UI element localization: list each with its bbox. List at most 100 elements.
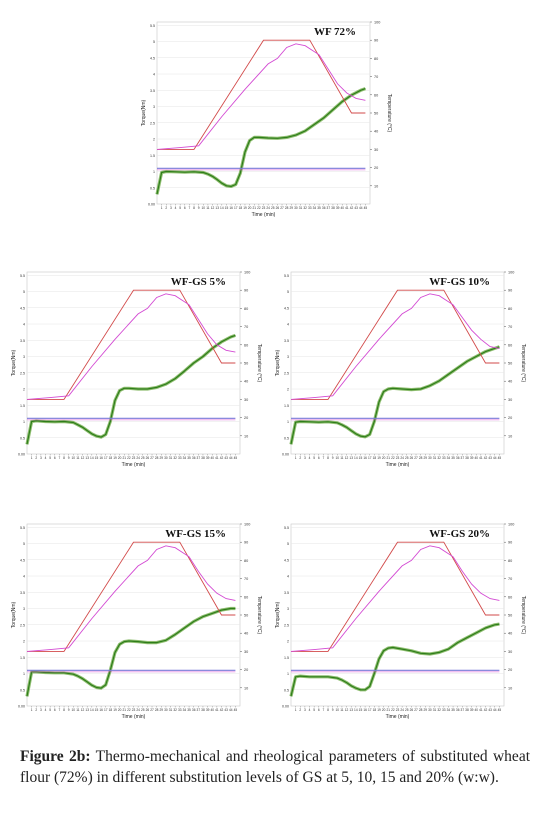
plot-area [290, 271, 505, 455]
plot-area [26, 271, 241, 455]
y-tick-label: 5.5 [20, 274, 25, 278]
x-tick-label: 38 [465, 708, 469, 712]
x-tick-label: 14 [354, 708, 358, 712]
x-tick-label: 37 [461, 456, 465, 460]
x-tick-label: 18 [109, 456, 113, 460]
y-tick-label: 3 [153, 105, 155, 109]
x-tick-label: 31 [169, 708, 173, 712]
x-tick-label: 24 [400, 456, 404, 460]
x-tick-label: 11 [340, 456, 344, 460]
x-tick-label: 42 [484, 708, 488, 712]
x-tick-label: 6 [54, 708, 56, 712]
y2-tick-label: 10 [508, 434, 512, 438]
y2-tick-label: 70 [508, 325, 512, 329]
x-tick-label: 36 [192, 456, 196, 460]
y-tick-label: 2.5 [20, 623, 25, 627]
x-tick-label: 28 [155, 456, 159, 460]
y-tick-label: 1 [287, 420, 289, 424]
x-tick-label: 16 [363, 456, 367, 460]
x-tick-label: 31 [169, 456, 173, 460]
x-tick-label: 7 [59, 456, 61, 460]
x-tick-label: 26 [276, 206, 280, 210]
x-tick-label: 4 [175, 206, 177, 210]
temperature-dough-line [26, 293, 236, 400]
y-tick-label: 0.00 [282, 705, 289, 709]
x-tick-label: 21 [386, 456, 390, 460]
x-tick-label: 34 [183, 708, 187, 712]
y-tick-label: 0.00 [282, 453, 289, 457]
temperature-dough-line [156, 43, 366, 150]
x-tick-label: 15 [225, 206, 229, 210]
x-tick-label: 35 [317, 206, 321, 210]
y2-tick-label: 10 [508, 686, 512, 690]
y2-tick-label: 60 [244, 343, 248, 347]
y-tick-label: 4 [23, 323, 25, 327]
y-tick-label: 1 [23, 420, 25, 424]
x-tick-label: 26 [146, 456, 150, 460]
x-tick-label: 45 [234, 456, 238, 460]
y2-tick-label: 60 [374, 93, 378, 97]
x-tick-label: 4 [309, 708, 311, 712]
x-tick-label: 32 [173, 456, 177, 460]
x-tick-label: 6 [318, 456, 320, 460]
x-tick-label: 39 [470, 456, 474, 460]
x-tick-label: 35 [451, 708, 455, 712]
y-tick-label: 3.5 [150, 89, 155, 93]
x-tick-label: 10 [72, 708, 76, 712]
x-tick-label: 45 [498, 708, 502, 712]
y2-tick-label: 50 [374, 112, 378, 116]
x-tick-label: 23 [132, 708, 136, 712]
y-tick-label: 1.5 [20, 404, 25, 408]
y-tick-label: 4.5 [284, 558, 289, 562]
x-tick-label: 16 [99, 456, 103, 460]
y2-tick-label: 60 [508, 595, 512, 599]
x-tick-label: 2 [299, 456, 301, 460]
x-tick-label: 7 [323, 456, 325, 460]
y2-tick-label: 90 [374, 39, 378, 43]
x-tick-label: 42 [220, 708, 224, 712]
x-tick-label: 8 [63, 708, 65, 712]
torque-line [26, 334, 236, 445]
y-tick-label: 5 [287, 542, 289, 546]
y-tick-label: 1 [153, 170, 155, 174]
y2-tick-label: 90 [508, 289, 512, 293]
y-tick-label: 3.5 [284, 339, 289, 343]
x-tick-label: 9 [332, 456, 334, 460]
y2-tick-label: 70 [244, 577, 248, 581]
temperature-setpoint-line [291, 541, 500, 652]
caption-text: Thermo-mechanical and rheological parame… [20, 748, 531, 786]
y2-tick-label: 40 [508, 632, 512, 636]
y-tick-label: 0.5 [284, 688, 289, 692]
x-tick-label: 15 [95, 456, 99, 460]
x-tick-label: 21 [252, 206, 256, 210]
x-tick-label: 44 [493, 708, 497, 712]
y2-tick-label: 50 [508, 362, 512, 366]
y2-tick-label: 30 [244, 650, 248, 654]
x-tick-label: 38 [201, 456, 205, 460]
y2-tick-label: 40 [508, 380, 512, 384]
y-axis-label: Torque(Nm) [141, 99, 147, 126]
x-tick-label: 29 [290, 206, 294, 210]
y-tick-label: 2 [153, 138, 155, 142]
y-tick-label: 5 [23, 290, 25, 294]
x-tick-label: 41 [479, 708, 483, 712]
y-tick-label: 2.5 [150, 121, 155, 125]
y2-tick-label: 100 [244, 523, 250, 527]
x-tick-label: 18 [109, 708, 113, 712]
x-tick-label: 37 [327, 206, 331, 210]
x-tick-label: 20 [118, 708, 122, 712]
torque-line [156, 88, 366, 195]
y-tick-label: 4.5 [150, 56, 155, 60]
x-tick-label: 43 [488, 456, 492, 460]
y2-tick-label: 30 [508, 650, 512, 654]
y2-tick-label: 90 [508, 541, 512, 545]
x-tick-label: 20 [248, 206, 252, 210]
x-tick-label: 24 [136, 708, 140, 712]
x-tick-label: 22 [127, 708, 131, 712]
x-tick-label: 37 [197, 708, 201, 712]
x-tick-label: 28 [419, 456, 423, 460]
x-tick-label: 7 [323, 708, 325, 712]
chart-wf-gs-15: 0.00 0.5 1 1.5 2 2.5 3 3.5 4 4.5 5 5.5 10 20 30 40 50 60 7… [11, 523, 262, 721]
y2-tick-label: 80 [244, 559, 248, 563]
y2-tick-label: 80 [508, 307, 512, 311]
